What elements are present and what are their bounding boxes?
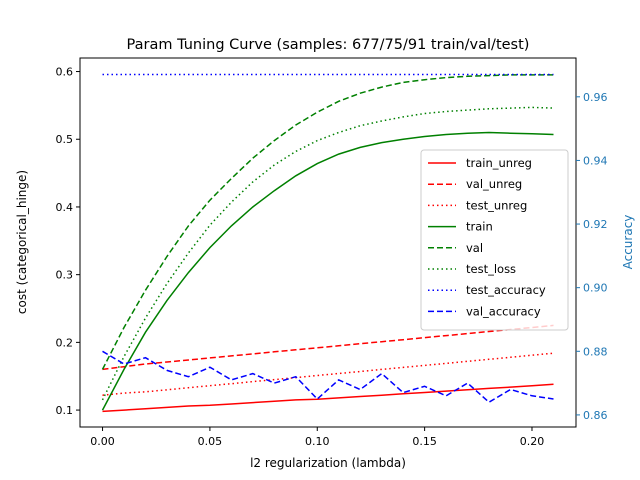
legend-label-test-accuracy: test_accuracy: [466, 283, 546, 297]
series-line-test-unreg: [102, 352, 554, 396]
y-right-tick-label: 0.96: [583, 91, 608, 104]
plot-lines: [101, 73, 554, 413]
series-line-val-unreg: [102, 324, 554, 371]
series-line-val: [101, 74, 554, 370]
y-axis-left: 0.1 0.2 0.3 0.4 0.5 0.6: [56, 66, 80, 417]
chart-title: Param Tuning Curve (samples: 677/75/91 t…: [127, 37, 530, 53]
x-tick-label: 0.10: [305, 435, 330, 448]
y-left-tick-label: 0.5: [56, 133, 74, 146]
y-axis-right: 0.86 0.88 0.90 0.92 0.94 0.96: [576, 91, 608, 422]
y-left-tick-label: 0.3: [56, 269, 74, 282]
y-left-tick-label: 0.6: [56, 66, 74, 79]
plot-frame: [79, 57, 577, 428]
y-right-tick-label: 0.92: [583, 218, 608, 231]
x-axis: 0.00 0.05 0.10 0.15 0.20: [90, 427, 544, 448]
legend-label-val: val: [466, 241, 483, 255]
y-axis-left-label: cost (categorical_hinge): [15, 170, 29, 314]
series-line-train-unreg: [102, 383, 554, 413]
legend-label-train: train: [466, 220, 493, 234]
legend-label-test-unreg: test_unreg: [466, 198, 527, 212]
y-left-tick-label: 0.2: [56, 336, 74, 349]
y-left-tick-label: 0.4: [56, 201, 74, 214]
series-line-val-accuracy: [102, 350, 554, 404]
x-tick-label: 0.20: [520, 435, 545, 448]
y-left-tick-label: 0.1: [56, 404, 74, 417]
legend-label-train-unreg: train_unreg: [466, 156, 532, 170]
y-right-tick-label: 0.94: [583, 154, 608, 167]
y-right-tick-label: 0.88: [583, 345, 608, 358]
x-axis-label: l2 regularization (lambda): [250, 456, 406, 470]
x-tick-label: 0.05: [198, 435, 223, 448]
legend-label-test-loss: test_loss: [466, 262, 516, 276]
legend-box: [420, 149, 569, 331]
x-tick-label: 0.00: [90, 435, 115, 448]
y-right-tick-label: 0.86: [583, 409, 608, 422]
y-axis-right-label: Accuracy: [621, 215, 635, 270]
legend-label-val-unreg: val_unreg: [466, 177, 522, 191]
series-line-train: [101, 131, 554, 411]
x-tick-label: 0.15: [412, 435, 437, 448]
y-right-tick-label: 0.90: [583, 282, 608, 295]
legend-label-val-accuracy: val_accuracy: [466, 304, 541, 318]
